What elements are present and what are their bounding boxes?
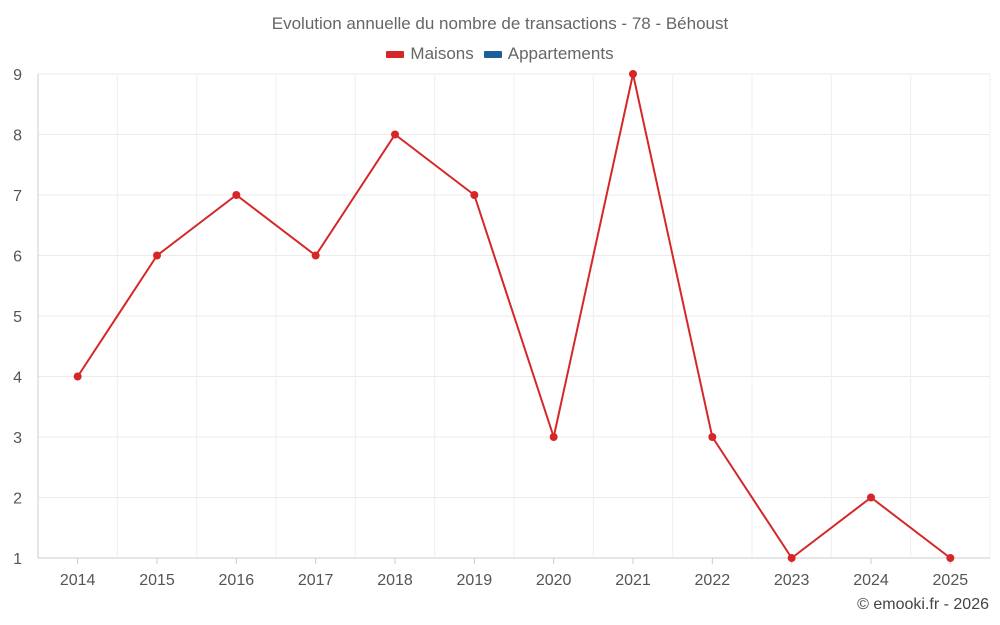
data-point: [946, 554, 955, 562]
legend-swatch-maisons: [386, 50, 405, 58]
data-point: [708, 433, 717, 441]
x-tick-label: 2014: [60, 572, 96, 589]
legend-item-appartements[interactable]: Appartements: [483, 44, 614, 64]
x-tick-label: 2018: [377, 572, 413, 589]
x-tick-label: 2021: [615, 572, 651, 589]
legend-label-maisons: Maisons: [410, 44, 474, 63]
legend-swatch-appartements: [483, 50, 502, 58]
x-tick-label: 2016: [219, 572, 255, 589]
y-tick-label: 9: [13, 67, 22, 84]
y-tick-label: 8: [13, 128, 22, 145]
legend-label-appartements: Appartements: [507, 44, 614, 63]
data-point: [629, 70, 637, 78]
y-tick-label: 5: [13, 309, 22, 326]
y-tick-label: 1: [13, 551, 22, 568]
data-point: [867, 493, 875, 502]
data-point: [153, 251, 161, 260]
x-tick-label: 2017: [298, 572, 334, 589]
data-point: [391, 130, 399, 139]
y-tick-label: 2: [13, 491, 22, 508]
legend: Maisons Appartements: [0, 44, 1000, 64]
x-tick-label: 2025: [933, 572, 969, 589]
legend-item-maisons[interactable]: Maisons: [386, 44, 474, 64]
data-point: [73, 372, 82, 381]
data-point: [311, 251, 320, 260]
x-tick-label: 2023: [774, 572, 810, 589]
y-tick-label: 6: [13, 249, 22, 266]
x-tick-label: 2024: [853, 572, 889, 589]
x-tick-label: 2019: [457, 572, 493, 589]
y-tick-label: 7: [13, 188, 22, 205]
y-tick-label: 4: [13, 370, 22, 387]
data-point: [549, 433, 558, 441]
data-point: [470, 191, 479, 199]
x-tick-label: 2020: [536, 572, 572, 589]
data-point: [787, 554, 796, 562]
x-tick-label: 2015: [139, 572, 175, 589]
credit: © emooki.fr - 2026: [857, 596, 989, 613]
y-tick-label: 3: [13, 430, 22, 447]
data-point: [232, 191, 241, 199]
series-line-maisons: [76, 73, 951, 559]
chart-title: Evolution annuelle du nombre de transact…: [271, 14, 729, 33]
x-tick-label: 2022: [695, 572, 731, 589]
